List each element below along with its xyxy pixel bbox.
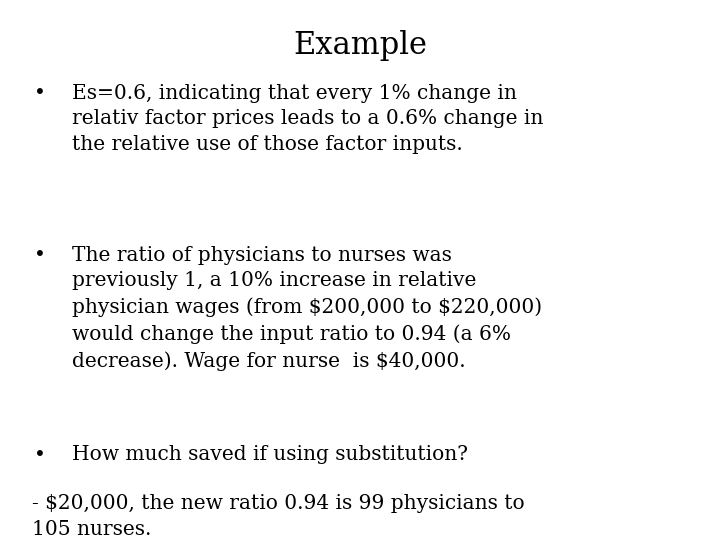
Text: •: • xyxy=(34,246,45,265)
Text: How much saved if using substitution?: How much saved if using substitution? xyxy=(72,446,468,464)
Text: - \$20,000, the new ratio 0.94 is 99 physicians to
105 nurses.: - \$20,000, the new ratio 0.94 is 99 phy… xyxy=(32,494,525,539)
Text: Example: Example xyxy=(293,30,427,60)
Text: •: • xyxy=(34,446,45,464)
Text: •: • xyxy=(34,84,45,103)
Text: Es=0.6, indicating that every 1% change in
relativ factor prices leads to a 0.6%: Es=0.6, indicating that every 1% change … xyxy=(72,84,544,154)
Text: The ratio of physicians to nurses was
previously 1, a 10% increase in relative
p: The ratio of physicians to nurses was pr… xyxy=(72,246,542,370)
